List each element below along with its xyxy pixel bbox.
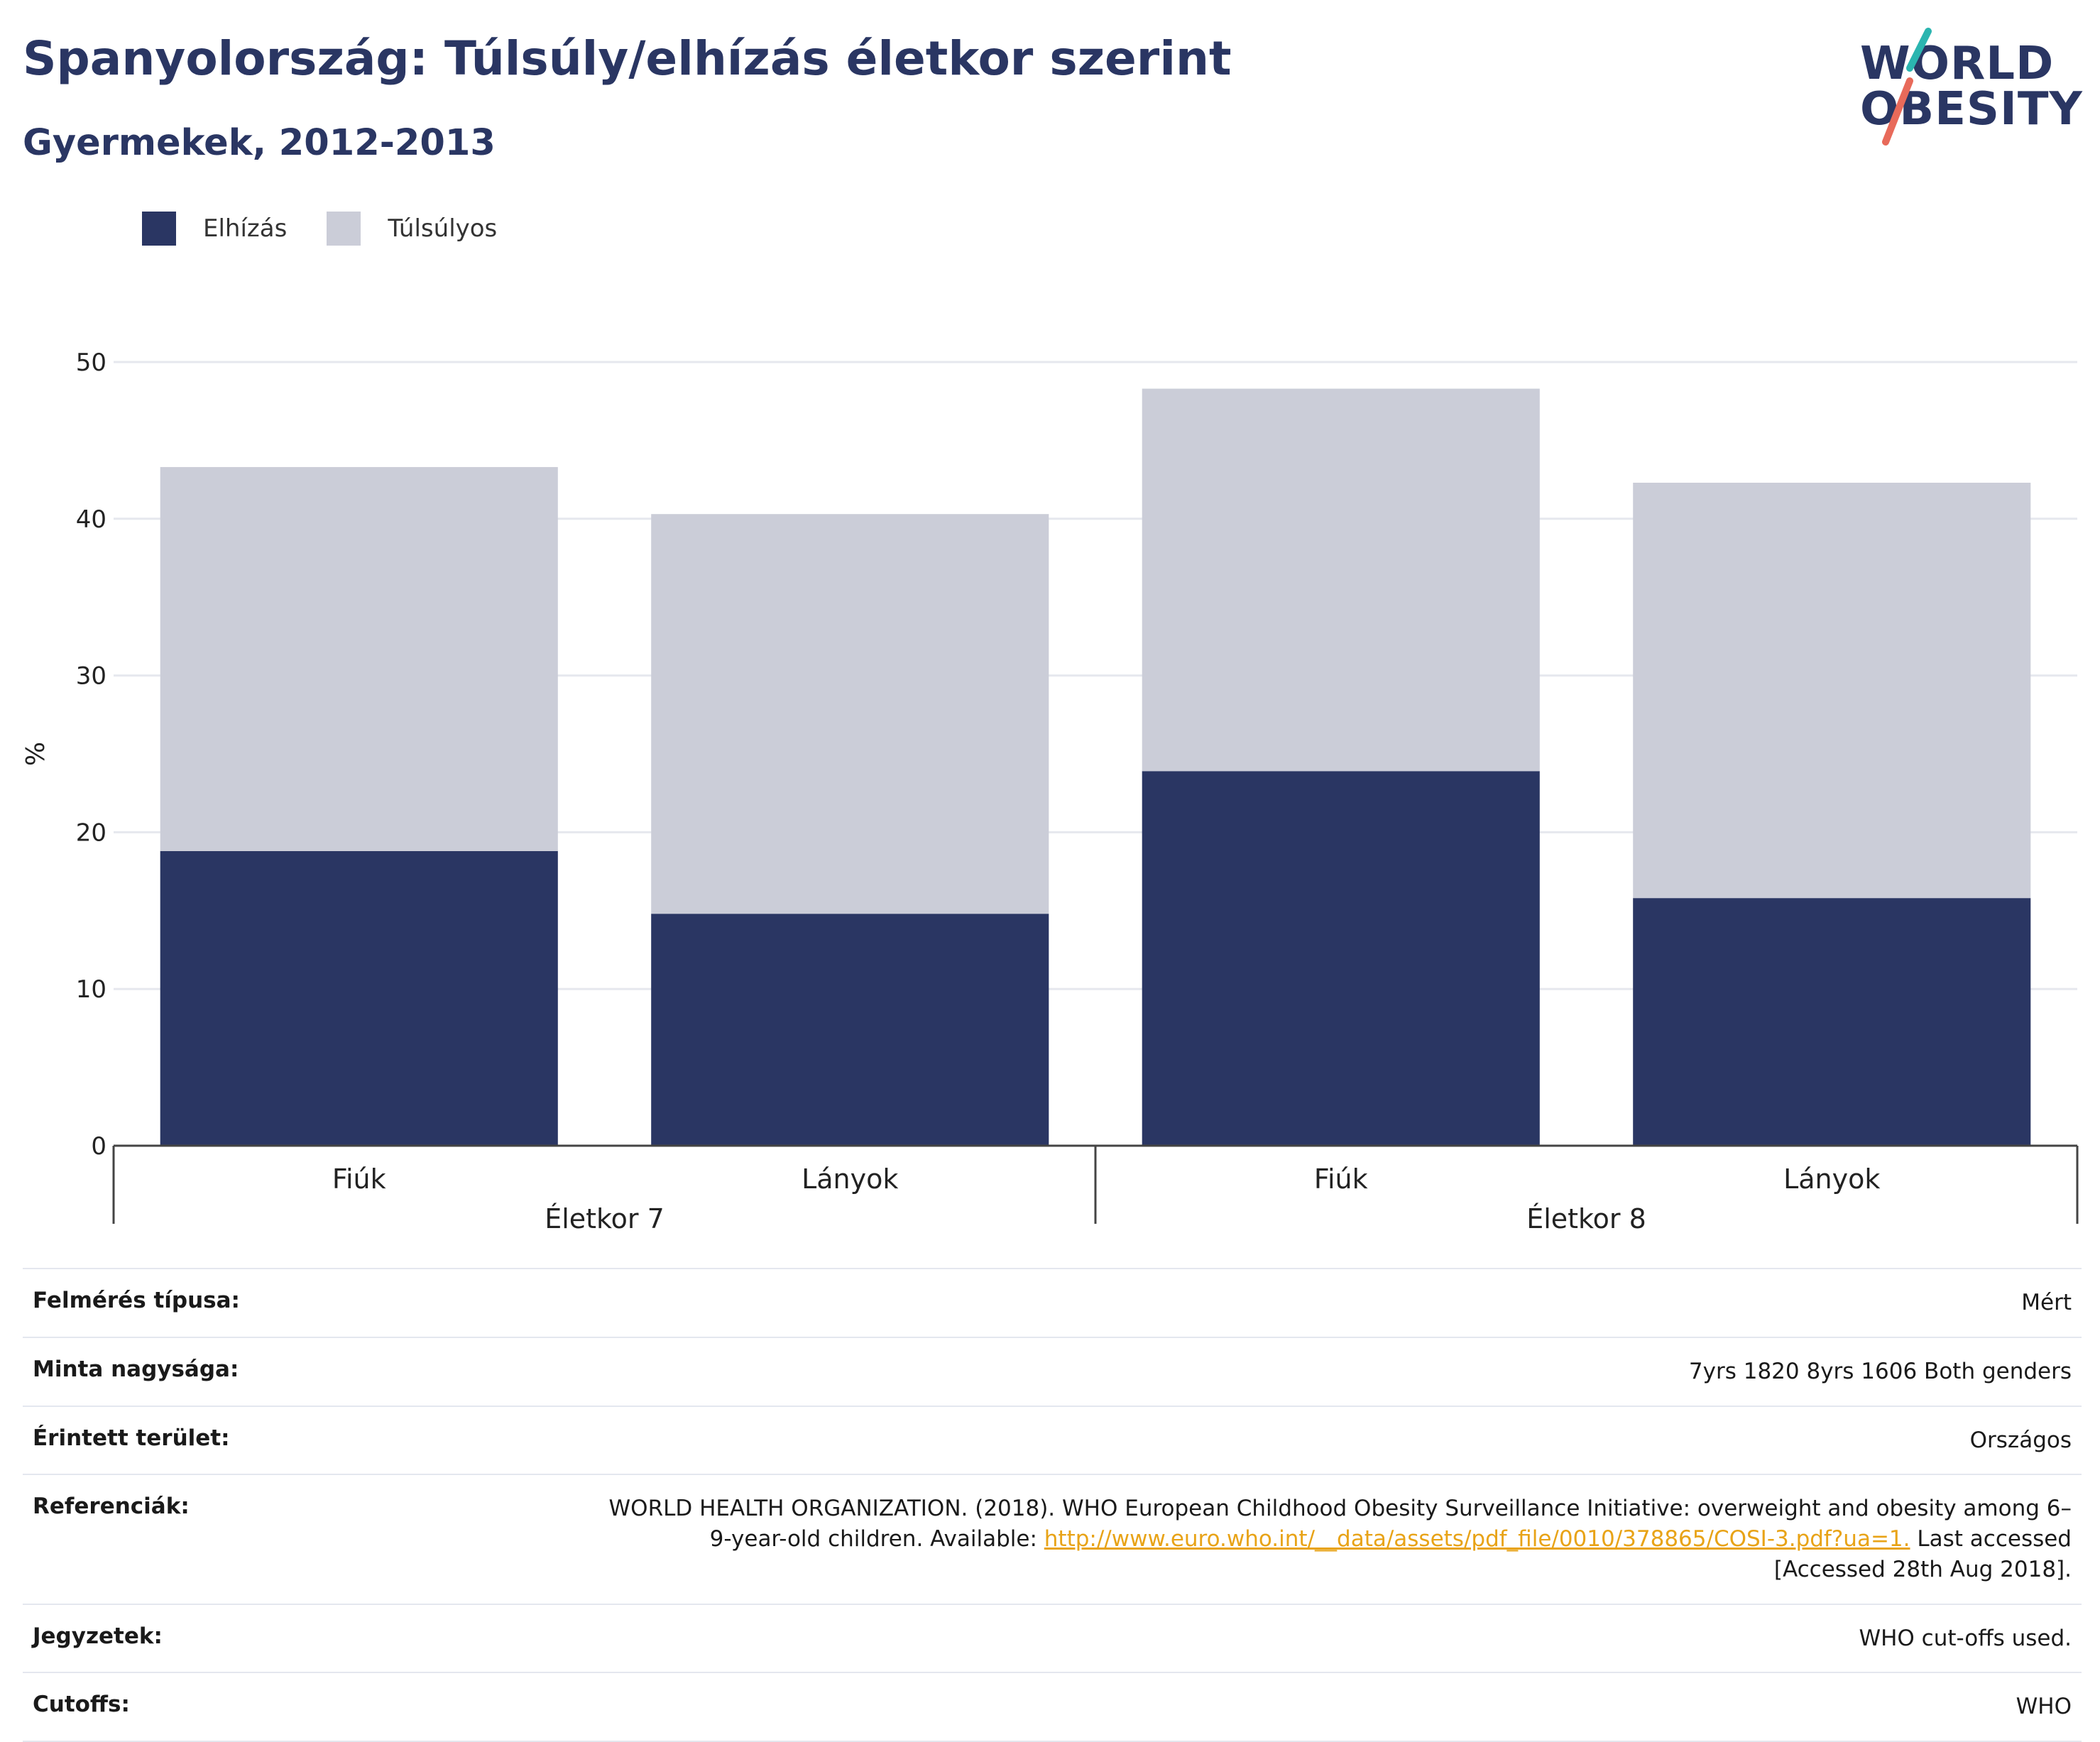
survey-info-table: Felmérés típusa: Mért Minta nagysága: 7y… (23, 1268, 2082, 1742)
chart-legend: Elhízás Túlsúlyos (142, 212, 537, 246)
y-tick-label: 30 (76, 662, 106, 691)
info-value: WHO cut-offs used. (596, 1603, 2082, 1674)
info-value: WORLD HEALTH ORGANIZATION. (2018). WHO E… (596, 1474, 2082, 1605)
y-tick-label: 0 (91, 1132, 106, 1161)
info-row-cutoffs: Cutoffs: WHO (23, 1672, 2082, 1742)
group-label: Életkor 8 (1526, 1203, 1646, 1234)
bar-túlsúlyos-1 (651, 514, 1049, 914)
legend-item-obesity: Elhízás (142, 212, 287, 246)
chart-subtitle: Gyermekek, 2012-2013 (23, 122, 496, 164)
reference-accessed: Last accessed [Accessed 28th Aug 2018]. (1773, 1526, 2072, 1582)
y-tick-label: 40 (76, 505, 106, 534)
y-tick-label: 10 (76, 975, 106, 1004)
x-tick-label: Lányok (1783, 1163, 1880, 1195)
bar-túlsúlyos-3 (1633, 483, 2031, 899)
x-tick-label: Fiúk (332, 1163, 386, 1195)
chart-title: Spanyolország: Túlsúly/elhízás életkor s… (23, 31, 1232, 86)
bar-túlsúlyos-2 (1142, 388, 1540, 772)
legend-item-overweight: Túlsúlyos (327, 212, 497, 246)
axes: 0 10 20 30 40 50% Fiúk Lányok Fiúk Lányok Életkor … (21, 349, 2079, 1234)
bars (160, 388, 2031, 1146)
world-obesity-logo: WORLD OBESITY (1853, 21, 2087, 149)
bar-túlsúlyos-0 (160, 466, 558, 851)
legend-swatch-obesity (142, 212, 176, 246)
y-axis-label: % (21, 742, 50, 766)
bar-elhízás-3 (1633, 898, 2031, 1146)
info-value: Mért (596, 1268, 2082, 1338)
info-label: Minta nagysága: (23, 1336, 596, 1407)
info-label: Felmérés típusa: (23, 1268, 596, 1338)
info-value: Országos (596, 1405, 2082, 1476)
logo-line-1: WORLD (1860, 38, 2055, 90)
y-tick-label: 20 (76, 818, 106, 847)
info-row-references: Referenciák: WORLD HEALTH ORGANIZATION. … (23, 1474, 2082, 1605)
logo-slash-icon (1882, 28, 1932, 146)
info-label: Cutoffs: (23, 1672, 596, 1742)
info-row-notes: Jegyzetek: WHO cut-offs used. (23, 1603, 2082, 1674)
info-label: Jegyzetek: (23, 1603, 596, 1674)
legend-label-overweight: Túlsúlyos (388, 214, 498, 243)
info-label: Érintett terület: (23, 1405, 596, 1476)
reference-text: WORLD HEALTH ORGANIZATION. (2018). WHO E… (608, 1496, 2072, 1552)
bar-elhízás-1 (651, 914, 1049, 1146)
group-label: Életkor 7 (545, 1203, 665, 1234)
info-label: Referenciák: (23, 1474, 596, 1605)
info-row-survey-type: Felmérés típusa: Mért (23, 1268, 2082, 1338)
legend-swatch-overweight (327, 212, 361, 246)
bar-elhízás-0 (160, 850, 558, 1146)
reference-link[interactable]: http://www.euro.who.int/__data/assets/pd… (1044, 1526, 1910, 1552)
legend-label-obesity: Elhízás (203, 214, 288, 243)
info-value: WHO (596, 1672, 2082, 1742)
info-row-sample-size: Minta nagysága: 7yrs 1820 8yrs 1606 Both… (23, 1336, 2082, 1407)
info-value: 7yrs 1820 8yrs 1606 Both genders (596, 1336, 2082, 1407)
info-row-area: Érintett terület: Országos (23, 1405, 2082, 1476)
x-tick-label: Lányok (802, 1163, 898, 1195)
stacked-bar-chart: 0 10 20 30 40 50% Fiúk Lányok Fiúk Lányok Életkor … (21, 349, 2079, 1234)
y-tick-label: 50 (76, 349, 106, 377)
bar-elhízás-2 (1142, 771, 1540, 1146)
x-tick-label: Fiúk (1314, 1163, 1368, 1195)
